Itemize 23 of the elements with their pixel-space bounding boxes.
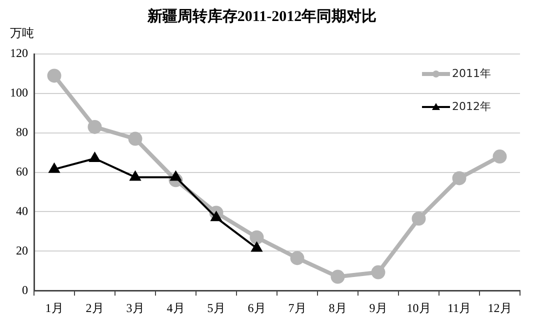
x-tick-label: 12月 [488,300,512,315]
y-tick-label: 100 [10,86,28,100]
y-tick-label: 40 [16,204,28,218]
y-tick-label: 60 [16,164,28,178]
x-tick-label: 11月 [447,300,472,315]
chart-title: 新疆周转库存2011-2012年同期对比 [146,6,377,25]
y-tick-label: 20 [16,243,28,258]
y-tick-label: 120 [10,46,28,60]
y-tick-label: 80 [16,125,28,140]
x-tick-label: 1月 [45,300,64,315]
x-tick-label: 10月 [406,300,431,315]
y-tick-label: 0 [22,282,28,297]
x-tick-label: 4月 [166,300,185,315]
x-tick-label: 9月 [369,300,388,315]
legend-label: 2012年 [452,100,491,113]
legend-label: 2011年 [452,66,491,80]
x-tick-label: 5月 [207,300,226,315]
x-tick-label: 3月 [126,300,144,315]
x-tick-label: 6月 [248,300,266,315]
x-tick-label: 8月 [328,300,347,315]
x-tick-label: 2月 [86,300,104,315]
x-tick-label: 7月 [288,300,306,315]
y-axis-title: 万吨 [10,26,34,40]
